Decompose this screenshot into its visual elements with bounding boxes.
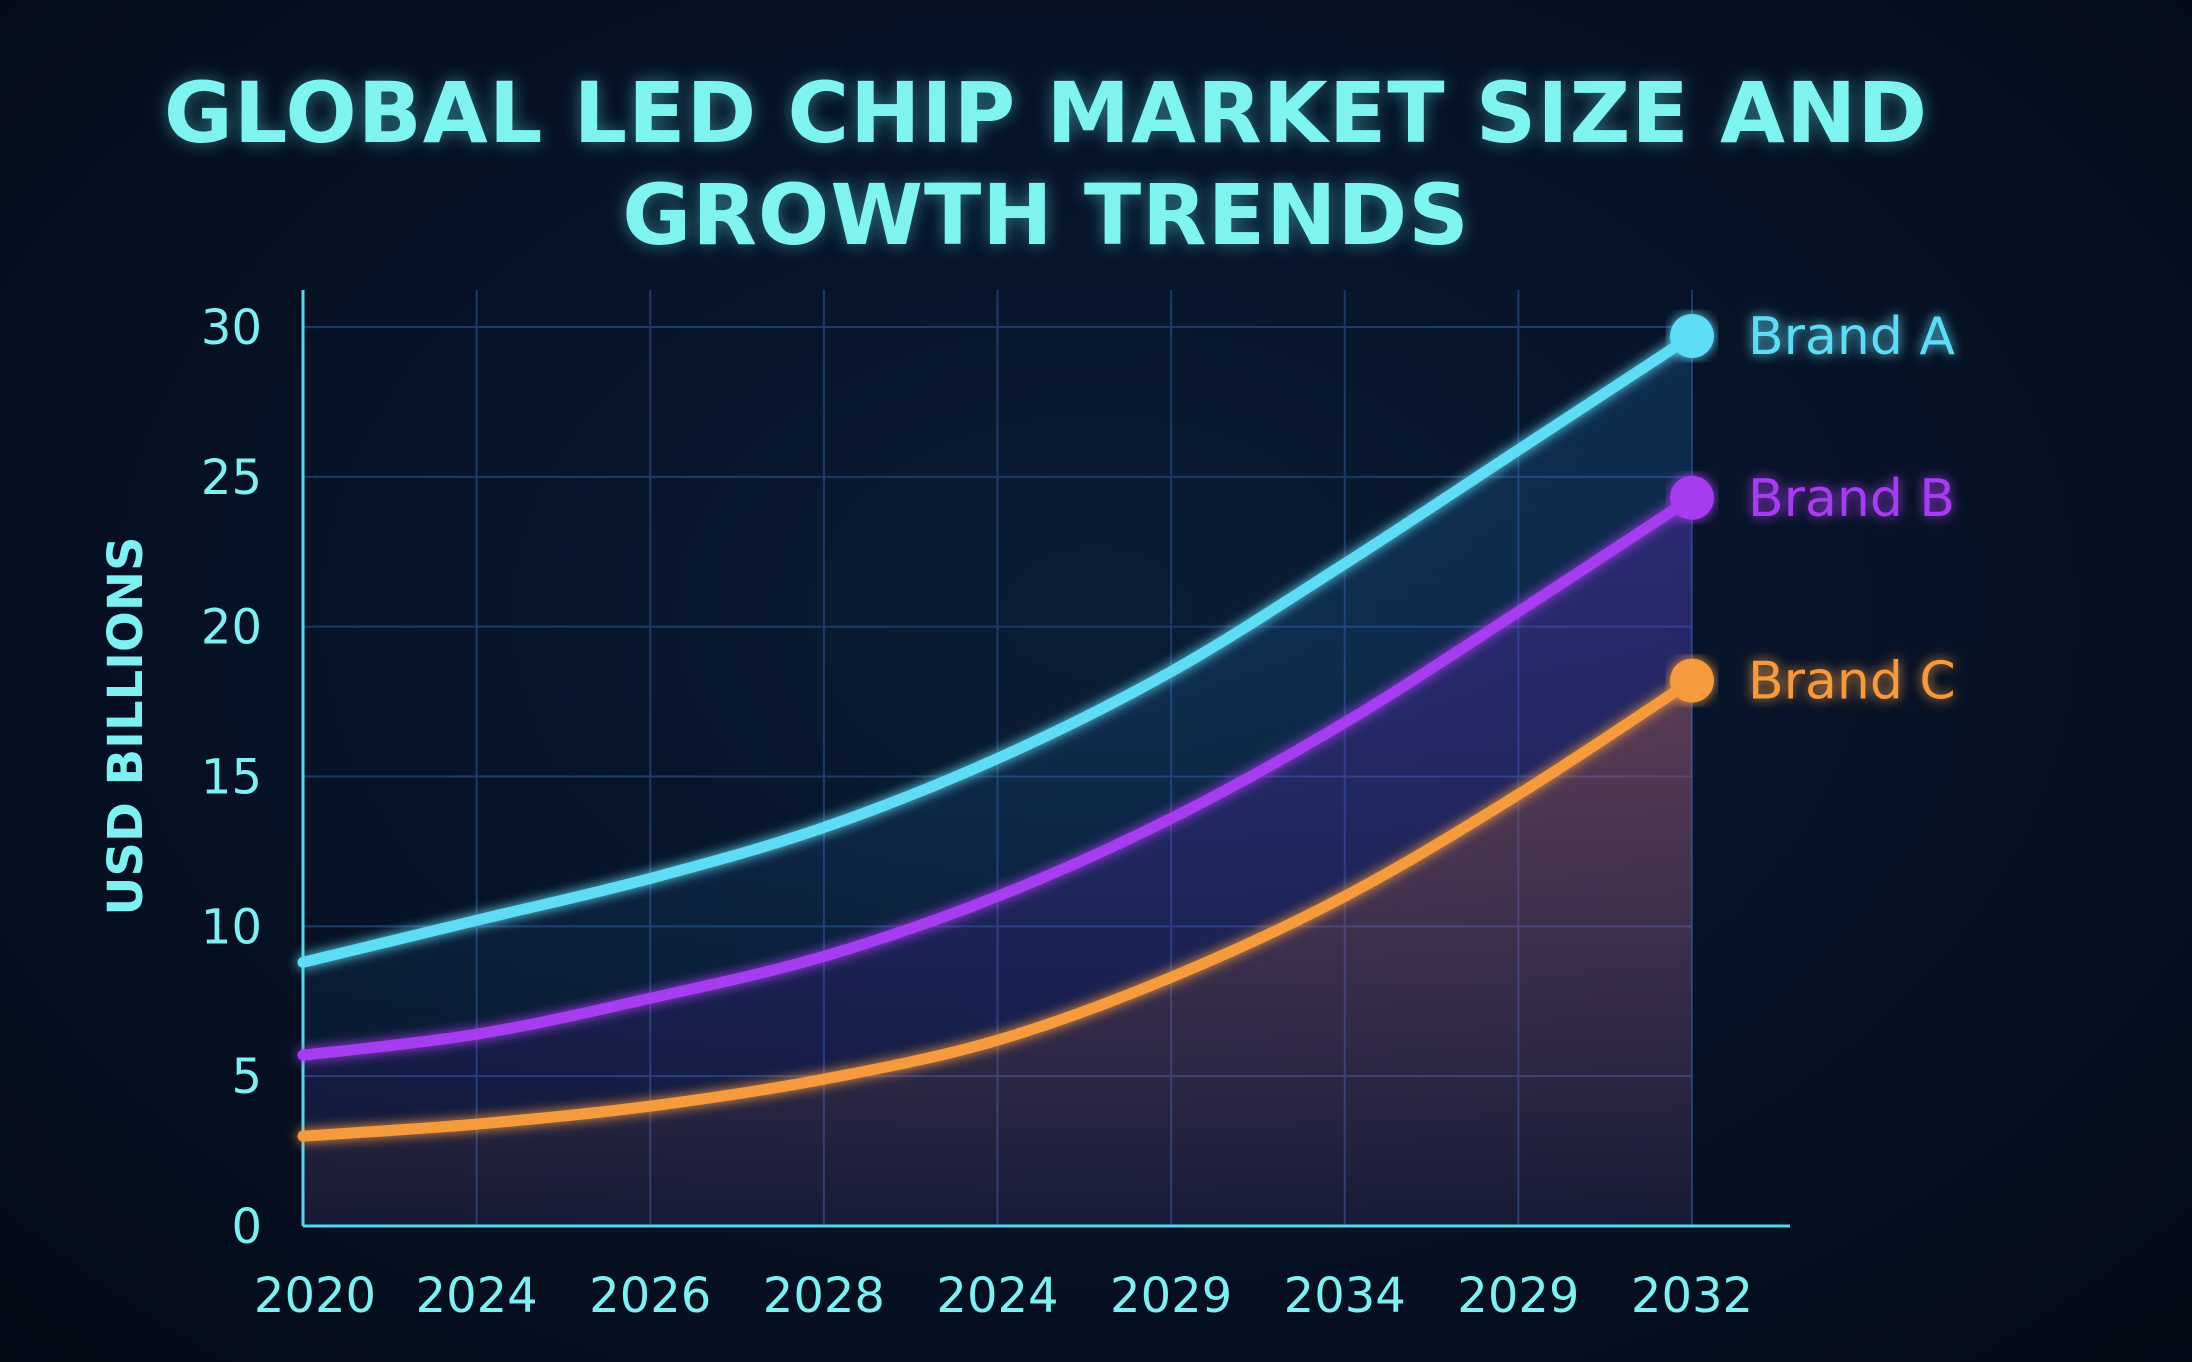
y-tick-label: 30 — [201, 300, 262, 356]
y-tick-label: 25 — [201, 450, 262, 506]
x-tick-label: 2029 — [1457, 1268, 1579, 1324]
labels: Brand A Brand B Brand C 0 5 10 15 20 25 30 2020 202… — [98, 300, 1956, 1324]
y-tick-label: 5 — [231, 1049, 262, 1105]
x-tick-label: 2024 — [416, 1268, 538, 1324]
x-tick-label: 2034 — [1284, 1268, 1406, 1324]
y-tick-label: 10 — [201, 899, 262, 955]
x-tick-label: 2020 — [254, 1268, 376, 1324]
endpoint-brand-b — [1670, 475, 1714, 520]
y-tick-label: 0 — [231, 1199, 262, 1255]
series-line-brand-b — [297, 492, 1698, 1061]
legend-label-brand-c: Brand C — [1748, 652, 1956, 712]
legend-label-brand-a: Brand A — [1748, 307, 1955, 367]
chart-title: GLOBAL LED CHIP MARKET SIZE AND GROWTH T… — [163, 64, 1929, 264]
axes — [301, 290, 1790, 1228]
legend-label-brand-b: Brand B — [1748, 469, 1955, 529]
endpoint-brand-a — [1670, 313, 1714, 358]
y-axis-title: USD BILLIONS — [98, 536, 154, 915]
endpoint-brand-c — [1670, 658, 1714, 703]
series-line-brand-c — [297, 675, 1698, 1142]
y-tick-label: 15 — [201, 750, 262, 806]
series-lines — [297, 313, 1714, 1142]
series-area-3 — [303, 680, 1692, 1226]
x-tick-label: 2028 — [763, 1268, 885, 1324]
x-tick-label: 2024 — [936, 1268, 1058, 1324]
y-tick-label: 20 — [201, 600, 262, 656]
series-line-brand-a — [297, 330, 1698, 968]
x-tick-label: 2026 — [589, 1268, 711, 1324]
x-tick-label: 2032 — [1631, 1268, 1753, 1324]
x-tick-label: 2029 — [1110, 1268, 1232, 1324]
